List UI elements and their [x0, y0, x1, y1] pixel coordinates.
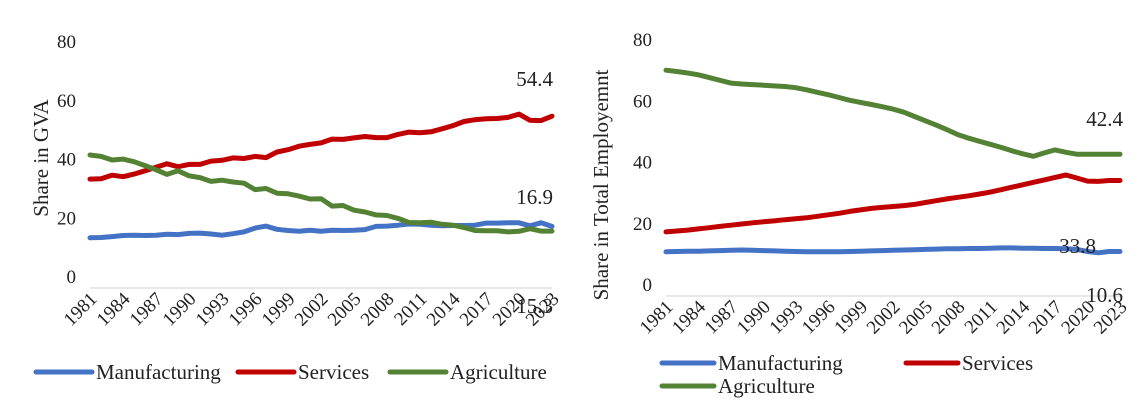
gva-chart-panel: Share in GVA 0 20 40 60 80 1981 1984 1987 1990 199… — [29, 32, 564, 384]
x-tick-label: 2014 — [993, 296, 1035, 338]
legend-label-agriculture: Agriculture — [450, 360, 547, 384]
x-tick-label: 2017 — [1025, 297, 1067, 339]
y-tick-label: 60 — [633, 91, 652, 112]
legend-label-services: Services — [298, 360, 369, 384]
y-tick-label: 40 — [633, 153, 652, 174]
y-axis-label: Share in GVA — [29, 98, 53, 216]
x-tick-label: 1981 — [60, 289, 102, 331]
legend-label-manufacturing: Manufacturing — [718, 351, 843, 375]
x-tick-label: 1990 — [159, 289, 201, 331]
x-tick-label: 1984 — [93, 288, 135, 330]
y-tick-label: 20 — [633, 214, 652, 235]
x-tick-label: 2014 — [423, 288, 465, 330]
data-label-agriculture: 15.3 — [516, 294, 553, 318]
data-label-services: 54.4 — [516, 67, 553, 91]
x-tick-label: 1996 — [225, 289, 267, 331]
y-tick-label: 40 — [57, 150, 76, 171]
legend-label-agriculture: Agriculture — [718, 374, 815, 398]
data-label-agriculture: 42.4 — [1086, 107, 1123, 131]
x-tick-label: 2017 — [456, 289, 498, 331]
y-tick-label: 80 — [633, 30, 652, 51]
x-tick-label: 2005 — [324, 289, 366, 331]
data-label-manufacturing: 16.9 — [516, 185, 553, 209]
series-line-manufacturing — [87, 220, 555, 241]
x-tick-label: 1999 — [258, 289, 300, 331]
y-tick-label: 0 — [643, 275, 653, 296]
employment-chart: Share in Total Employemnt 020406080198119… — [589, 30, 1132, 398]
x-tick-label: 1993 — [192, 289, 234, 331]
x-tick-label: 2005 — [895, 297, 937, 339]
series-line-agriculture — [663, 67, 1123, 159]
x-tick-label: 2002 — [291, 289, 333, 331]
y-tick-label: 60 — [57, 91, 76, 112]
x-tick-label: 1987 — [126, 289, 168, 331]
data-label-services: 33.8 — [1059, 234, 1096, 258]
legend-label-services: Services — [962, 351, 1033, 375]
x-tick-label: 1984 — [668, 296, 710, 338]
y-tick-label: 20 — [57, 208, 76, 229]
x-tick-label: 1987 — [701, 297, 743, 339]
series-line-services — [663, 172, 1123, 235]
series-line-agriculture — [87, 152, 555, 235]
series-line-services — [87, 111, 555, 182]
x-tick-label: 1990 — [733, 297, 775, 339]
gva-chart: Share in GVA0204060801981198419871990199… — [29, 32, 564, 384]
y-tick-label: 0 — [67, 267, 77, 288]
series-line-manufacturing — [663, 245, 1123, 256]
x-tick-label: 2011 — [390, 289, 431, 330]
y-axis-label: Share in Total Employemnt — [589, 69, 613, 300]
y-tick-label: 80 — [57, 32, 76, 53]
x-tick-label: 1996 — [798, 297, 840, 339]
x-tick-label: 2008 — [928, 297, 970, 339]
x-tick-label: 2008 — [357, 289, 399, 331]
data-label-manufacturing: 10.6 — [1086, 283, 1123, 307]
x-tick-label: 1993 — [766, 297, 808, 339]
x-tick-label: 2002 — [863, 297, 905, 339]
x-tick-label: 1999 — [830, 297, 872, 339]
x-tick-label: 2011 — [961, 297, 1002, 338]
x-tick-label: 1981 — [636, 297, 678, 339]
legend-label-manufacturing: Manufacturing — [96, 360, 221, 384]
employment-chart-panel: Share in Total Employemnt 0 20 40 60 80 1981 19… — [578, 0, 1144, 409]
